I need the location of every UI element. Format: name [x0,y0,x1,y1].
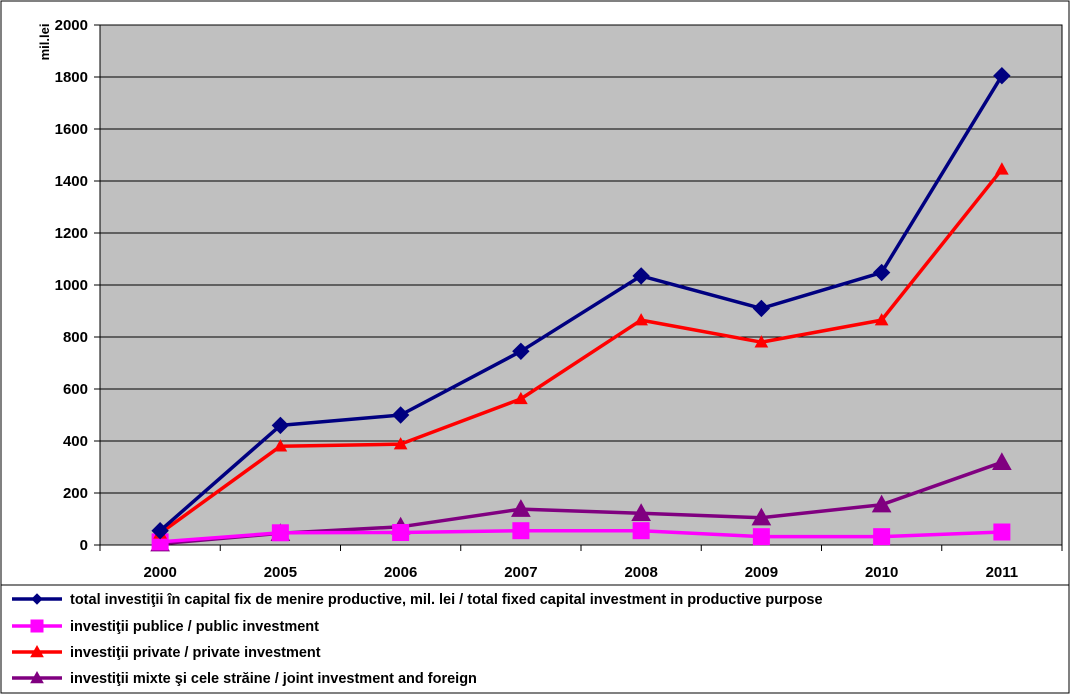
x-tick-label: 2010 [865,564,898,581]
series-1 [151,66,1011,540]
y-tick-label: 1200 [55,225,88,242]
series-group [150,66,1012,552]
data-point [754,335,769,348]
x-tick-label: 2011 [986,564,1019,581]
y-tick-label: 600 [63,381,88,398]
data-point [872,263,891,282]
legend-swatch-marker [31,593,43,605]
data-point [271,416,290,435]
data-point [634,313,648,326]
legend-label: investiţii publice / public investment [70,619,319,635]
legend-box [0,584,1070,694]
data-point [632,267,650,285]
y-tick-label: 200 [63,485,88,502]
x-tick-label: 2008 [624,564,657,581]
data-point [151,521,169,540]
x-tick-label: 2006 [384,564,417,581]
legend: total investiţii în capital fix de menir… [12,592,823,687]
data-point [995,162,1009,175]
y-tick-label: 1600 [55,121,88,138]
y-tick-label: 1000 [55,277,88,294]
legend-swatch-marker [30,644,44,658]
x-tick-label: 2007 [504,564,537,581]
data-point [271,524,289,542]
data-point [631,503,651,521]
legend-label: investiţii mixte şi cele străine / joint… [70,671,477,687]
legend-item-4: investiţii mixte şi cele străine / joint… [12,670,477,687]
x-tick-label: 2000 [143,564,176,581]
data-point [511,499,531,517]
data-point [392,524,410,542]
y-tick-label: 400 [63,433,88,450]
y-tick-label: 0 [80,537,88,554]
y-tick-label: 1400 [55,173,88,190]
legend-label: investiţii private / private investment [70,645,321,661]
y-axis: 0 200 400 600 800 1000 1200 1400 1600 1800 2000 [55,17,101,554]
series-line [159,528,1002,544]
series-line [158,74,1004,533]
y-tick-label: 800 [63,329,88,346]
legend-swatch-marker [30,619,44,633]
y-axis-title: mil.lei [37,24,52,61]
series-line [159,168,1004,535]
data-point [752,299,771,318]
y-tick-label: 2000 [55,17,88,34]
x-tick-label: 2005 [264,564,297,581]
data-point [992,452,1012,471]
x-axis: 2000 2005 2006 2007 2008 2009 2010 2011 [99,544,1063,581]
data-point [514,391,528,405]
data-point [873,528,891,546]
legend-item-2: investiţii publice / public investment [12,619,319,635]
data-point [512,522,530,540]
series-2 [151,522,1011,551]
legend-item-3: investiţii private / private investment [12,644,321,661]
x-tick-label: 2009 [745,564,778,581]
series-3 [153,162,1009,539]
data-point [993,66,1011,85]
data-point [273,439,288,452]
data-point [871,494,892,513]
data-point [751,507,772,526]
data-point [391,406,410,424]
legend-item-1: total investiţii în capital fix de menir… [12,592,823,608]
y-tick-label: 1800 [55,69,88,86]
legend-label: total investiţii în capital fix de menir… [70,592,823,608]
data-point [632,522,650,540]
data-point [752,528,770,546]
data-point [993,523,1011,541]
data-point [512,342,530,361]
data-point [393,437,408,450]
data-point [874,313,889,326]
legend-swatch-marker [30,670,44,684]
